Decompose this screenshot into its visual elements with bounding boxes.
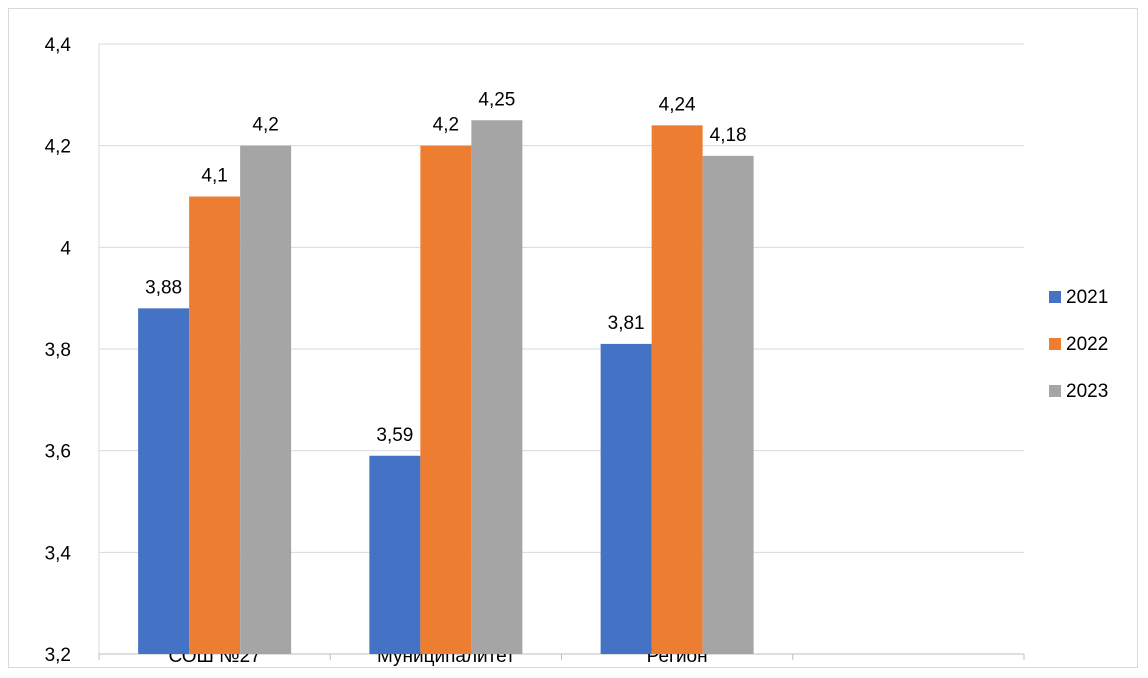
- legend: 2021 2022 2023: [1049, 287, 1108, 402]
- y-tick-label: 4: [60, 238, 71, 259]
- legend-label: 2023: [1066, 381, 1108, 402]
- data-label: 4,2: [433, 115, 459, 136]
- bar-2023: [240, 145, 292, 654]
- legend-label: 2022: [1066, 334, 1108, 355]
- y-tick-label: 3,4: [45, 543, 72, 564]
- y-tick-label: 3,2: [45, 645, 71, 666]
- data-label: 3,59: [376, 425, 413, 446]
- y-tick-label: 4,4: [45, 35, 72, 56]
- chart-frame: 3,2 3,4 3,6 3,8 4 4,2 4,4 СОШ №27 Муниципалитет Р…: [8, 8, 1138, 668]
- y-tick-label: 3,8: [45, 340, 71, 361]
- data-label: 4,2: [252, 115, 278, 136]
- bar-2021: [138, 308, 190, 654]
- bar-2023: [702, 155, 754, 655]
- y-tick-label: 3,6: [45, 442, 71, 463]
- data-label: 3,88: [145, 277, 182, 298]
- legend-swatch-2021: [1049, 291, 1061, 303]
- y-tick-label: 4,2: [45, 137, 71, 158]
- data-labels: 3,88 4,1 4,2 3,59 4,2 4,25 3,81 4,24 4,18: [145, 89, 746, 446]
- bar-2021: [600, 343, 652, 654]
- legend-swatch-2022: [1049, 338, 1061, 350]
- legend-label: 2021: [1066, 287, 1108, 308]
- data-label: 4,25: [478, 89, 515, 110]
- bars: [138, 120, 754, 655]
- bar-2023: [471, 120, 523, 654]
- data-label: 4,24: [659, 94, 696, 115]
- data-label: 4,18: [710, 125, 747, 146]
- data-label: 3,81: [608, 313, 645, 334]
- bar-2022: [189, 196, 241, 654]
- legend-swatch-2023: [1049, 385, 1061, 397]
- bar-2021: [369, 455, 421, 654]
- bar-2022: [651, 125, 703, 655]
- data-label: 4,1: [201, 166, 227, 187]
- bar-2022: [420, 145, 472, 654]
